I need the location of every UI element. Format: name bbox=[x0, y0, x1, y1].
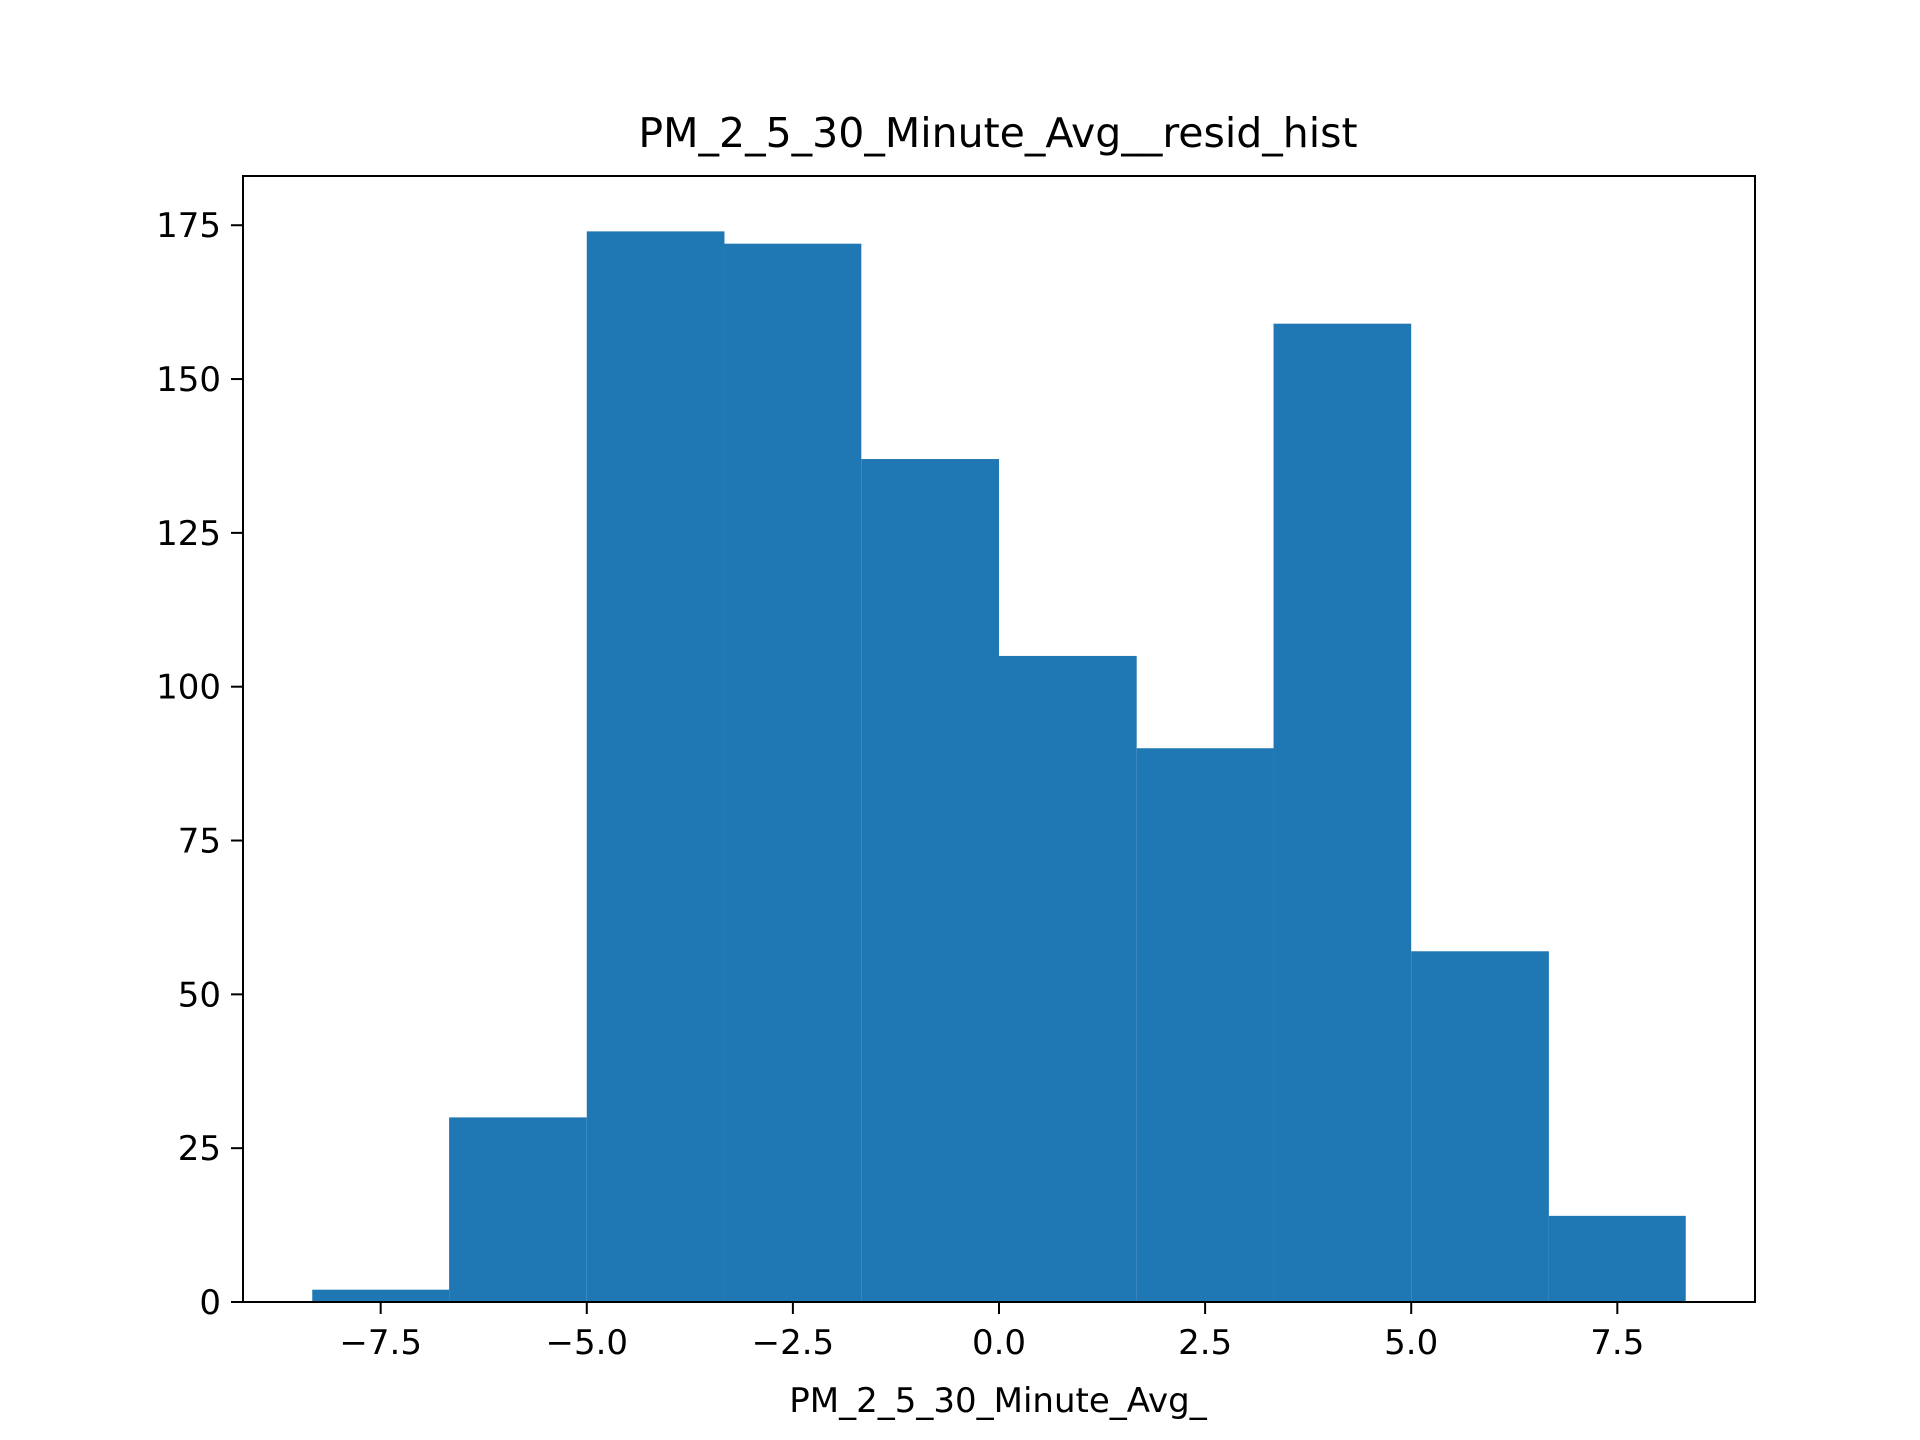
histogram-bar bbox=[999, 655, 1137, 1302]
histogram-bar bbox=[1411, 951, 1549, 1302]
plot-frame bbox=[242, 175, 1756, 1303]
x-tick-label: 2.5 bbox=[1178, 1323, 1232, 1363]
x-axis-ticks: −7.5 −5.0 −2.5 0.0 2.5 5.0 7.5 bbox=[339, 1302, 1644, 1363]
histogram-bar bbox=[449, 1117, 587, 1302]
chart-title: PM_2_5_30_Minute_Avg__resid_hist bbox=[638, 109, 1357, 157]
y-tick-label: 175 bbox=[156, 206, 221, 246]
y-tick-label: 100 bbox=[156, 668, 221, 708]
histogram-bar bbox=[861, 459, 999, 1303]
histogram-bars bbox=[312, 231, 1686, 1303]
y-tick-label: 0 bbox=[199, 1283, 221, 1323]
histogram-bar bbox=[1548, 1215, 1686, 1302]
x-tick-label: 5.0 bbox=[1384, 1323, 1438, 1363]
y-tick-label: 125 bbox=[156, 514, 221, 554]
histogram-bar bbox=[586, 231, 725, 1302]
y-axis-ticks: 0 25 50 75 100 125 150 175 bbox=[156, 206, 243, 1323]
x-axis-label: PM_2_5_30_Minute_Avg_ bbox=[789, 1381, 1207, 1421]
histogram-bar bbox=[724, 243, 862, 1302]
x-tick-label: 0.0 bbox=[972, 1323, 1026, 1363]
y-tick-label: 75 bbox=[178, 822, 221, 862]
x-tick-label: 7.5 bbox=[1590, 1323, 1644, 1363]
x-tick-label: −2.5 bbox=[752, 1323, 835, 1363]
histogram-bar bbox=[1273, 323, 1412, 1302]
y-tick-label: 50 bbox=[178, 975, 221, 1015]
x-tick-label: −7.5 bbox=[339, 1323, 422, 1363]
x-tick-label: −5.0 bbox=[546, 1323, 629, 1363]
y-tick-label: 150 bbox=[156, 360, 221, 400]
histogram-bar bbox=[312, 1289, 450, 1302]
y-tick-label: 25 bbox=[178, 1129, 221, 1169]
histogram-bar bbox=[1136, 748, 1274, 1302]
